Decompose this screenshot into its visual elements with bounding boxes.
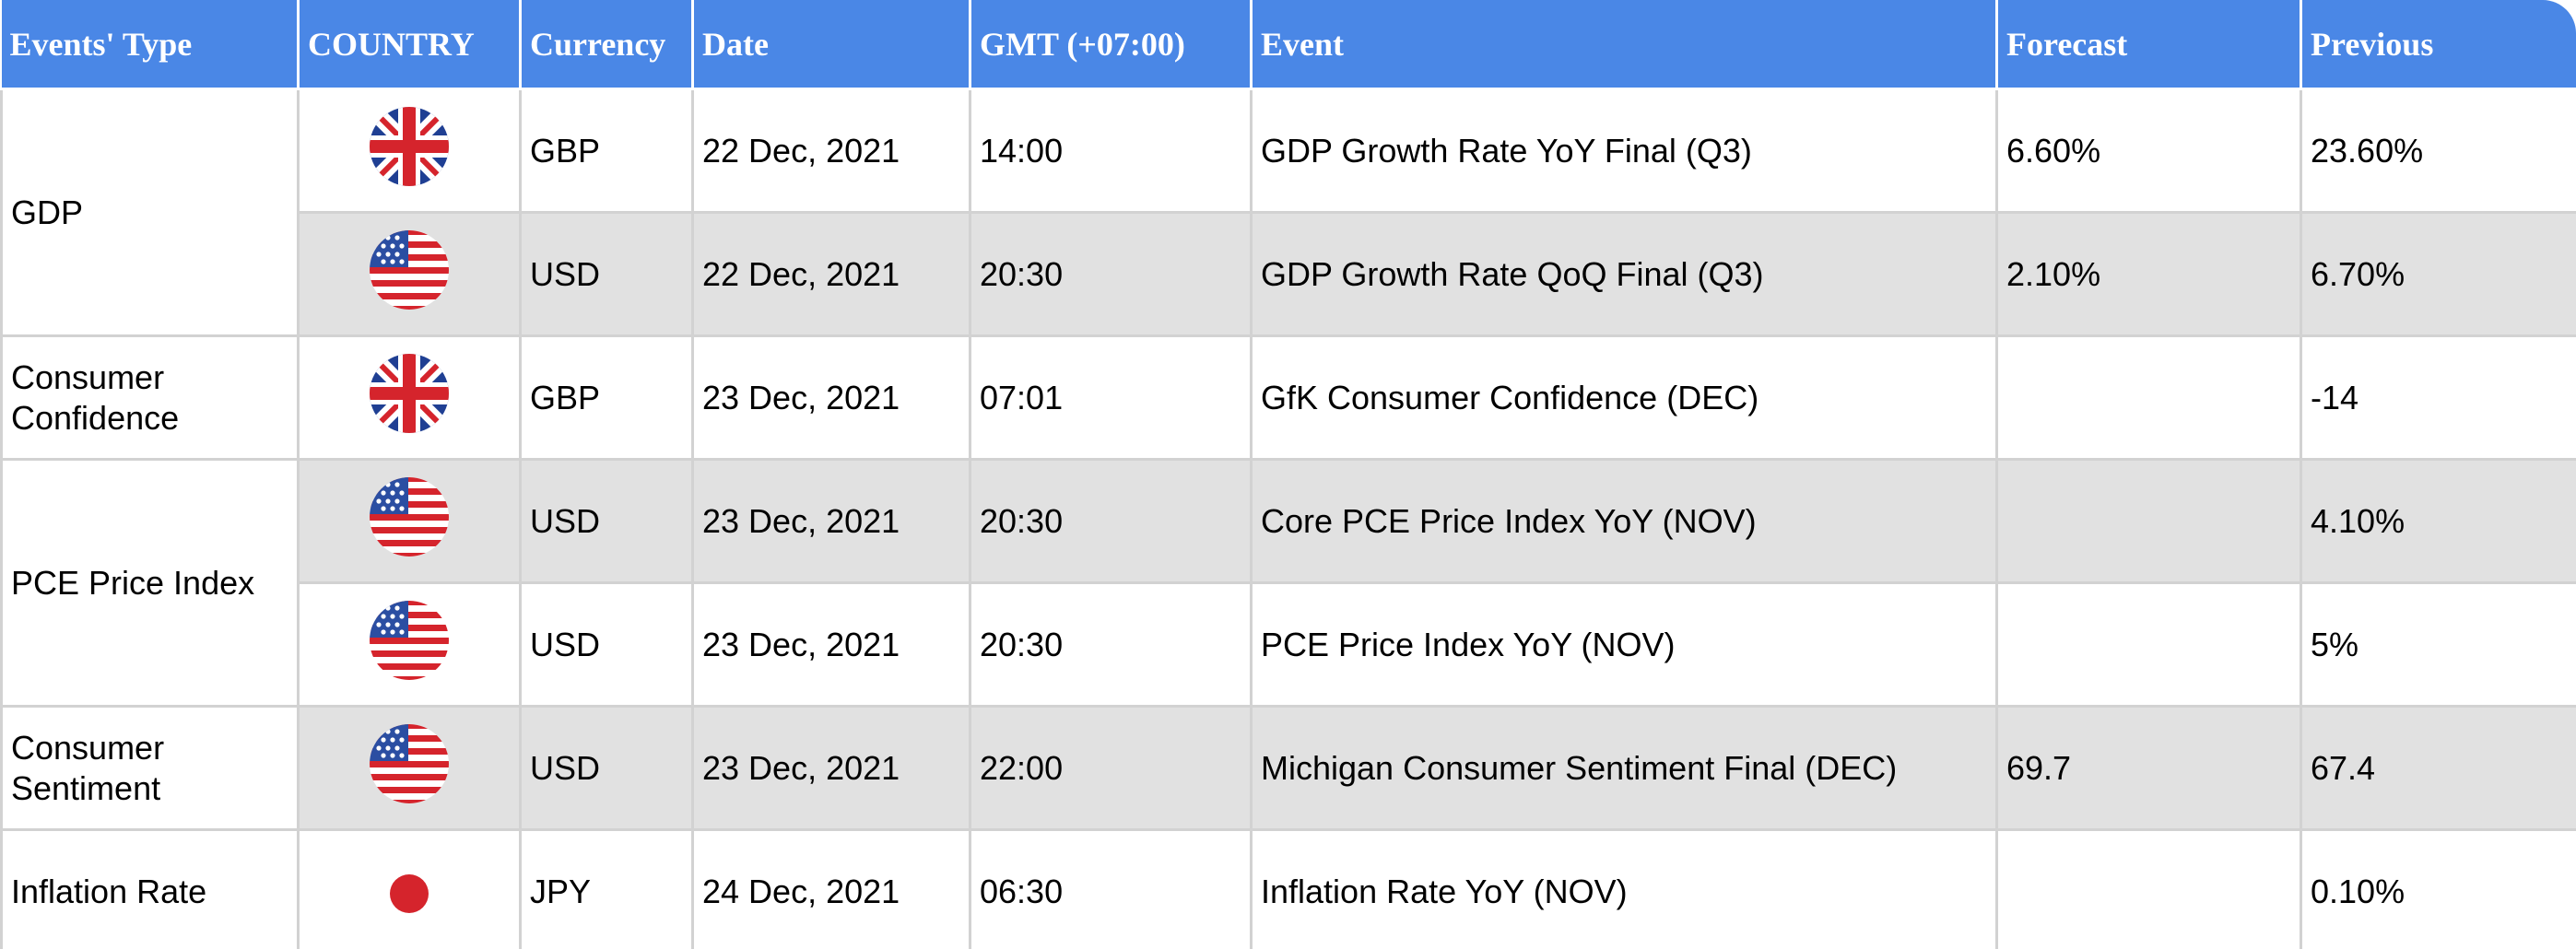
currency-cell: USD xyxy=(519,705,694,831)
header-forecast: Forecast xyxy=(1996,0,2302,90)
header-currency: Currency xyxy=(520,0,694,90)
date-cell: 23 Dec, 2021 xyxy=(691,705,971,831)
date-cell: 23 Dec, 2021 xyxy=(691,581,971,708)
header-country: COUNTRY xyxy=(298,0,522,90)
country-cell xyxy=(297,334,522,461)
forecast-cell: 6.60% xyxy=(1995,88,2302,214)
country-cell xyxy=(297,581,522,708)
table-row: USD 22 Dec, 2021 20:30 GDP Growth Rate Q… xyxy=(2,211,2576,337)
previous-cell: 23.60% xyxy=(2300,88,2576,214)
table-row: Inflation Rate JPY 24 Dec, 2021 06:30 In… xyxy=(0,828,2576,949)
time-cell: 07:01 xyxy=(969,334,1253,461)
event-type-cell: GDP xyxy=(0,88,300,337)
header-gmt: GMT (+07:00) xyxy=(970,0,1253,90)
country-cell xyxy=(297,828,522,949)
previous-cell: 5% xyxy=(2300,581,2576,708)
country-cell xyxy=(297,211,522,337)
time-cell: 20:30 xyxy=(969,211,1253,337)
table-row: Consumer Sentiment xyxy=(0,705,2576,831)
date-cell: 24 Dec, 2021 xyxy=(691,828,971,949)
forecast-cell xyxy=(1995,581,2302,708)
country-cell xyxy=(297,88,522,214)
event-type-cell: Inflation Rate xyxy=(0,828,300,949)
time-cell: 06:30 xyxy=(969,828,1253,949)
previous-cell: 6.70% xyxy=(2300,211,2576,337)
event-type-cell: PCE Price Index xyxy=(0,458,300,708)
us-flag-icon xyxy=(368,475,451,567)
event-cell: PCE Price Index YoY (NOV) xyxy=(1250,581,1998,708)
event-cell: GDP Growth Rate YoY Final (Q3) xyxy=(1250,88,1998,214)
time-cell: 22:00 xyxy=(969,705,1253,831)
header-row: Events' Type COUNTRY Currency Date GMT (… xyxy=(1,0,2576,90)
currency-cell: USD xyxy=(519,458,694,584)
uk-flag-icon xyxy=(368,352,451,443)
table-row: Consumer Confidence GBP 23 Dec, 2021 07:… xyxy=(0,334,2576,461)
time-cell: 20:30 xyxy=(969,581,1253,708)
currency-cell: JPY xyxy=(519,828,694,949)
event-cell: Michigan Consumer Sentiment Final (DEC) xyxy=(1250,705,1998,831)
japan-flag-icon xyxy=(368,846,451,937)
forecast-cell xyxy=(1995,828,2302,949)
event-cell: Core PCE Price Index YoY (NOV) xyxy=(1250,458,1998,584)
event-cell: GDP Growth Rate QoQ Final (Q3) xyxy=(1250,211,1998,337)
event-type-cell: Consumer Sentiment xyxy=(0,705,300,831)
date-cell: 23 Dec, 2021 xyxy=(691,458,971,584)
event-type-cell: Consumer Confidence xyxy=(0,334,300,461)
header-date: Date xyxy=(692,0,971,90)
header-events-type: Events' Type xyxy=(1,0,300,90)
table-row: USD 23 Dec, 2021 20:30 PCE Price Index Y… xyxy=(2,581,2576,708)
country-cell xyxy=(297,705,522,831)
event-cell: GfK Consumer Confidence (DEC) xyxy=(1250,334,1998,461)
currency-cell: USD xyxy=(519,211,694,337)
forecast-cell xyxy=(1995,334,2302,461)
table-row: GDP GBP 22 Dec, 2021 14:00 GDP Growth Ra… xyxy=(0,88,2576,337)
time-cell: 20:30 xyxy=(969,458,1253,584)
currency-cell: GBP xyxy=(519,334,694,461)
date-cell: 22 Dec, 2021 xyxy=(691,211,971,337)
currency-cell: GBP xyxy=(519,88,694,214)
forecast-cell: 69.7 xyxy=(1995,705,2302,831)
currency-cell: USD xyxy=(519,581,694,708)
previous-cell: -14 xyxy=(2300,334,2576,461)
us-flag-icon xyxy=(368,228,451,320)
us-flag-icon xyxy=(368,599,451,690)
table-row: PCE Price Index xyxy=(0,458,2576,708)
event-cell: Inflation Rate YoY (NOV) xyxy=(1250,828,1998,949)
previous-cell: 0.10% xyxy=(2300,828,2576,949)
previous-cell: 67.4 xyxy=(2300,705,2576,831)
time-cell: 14:00 xyxy=(969,88,1253,214)
header-previous: Previous xyxy=(2300,0,2576,90)
date-cell: 22 Dec, 2021 xyxy=(691,88,971,214)
date-cell: 23 Dec, 2021 xyxy=(691,334,971,461)
country-cell xyxy=(297,458,522,584)
forecast-cell: 2.10% xyxy=(1995,211,2302,337)
us-flag-icon xyxy=(368,722,451,814)
previous-cell: 4.10% xyxy=(2300,458,2576,584)
uk-flag-icon xyxy=(368,105,451,196)
forecast-cell xyxy=(1995,458,2302,584)
header-event: Event xyxy=(1251,0,1998,90)
